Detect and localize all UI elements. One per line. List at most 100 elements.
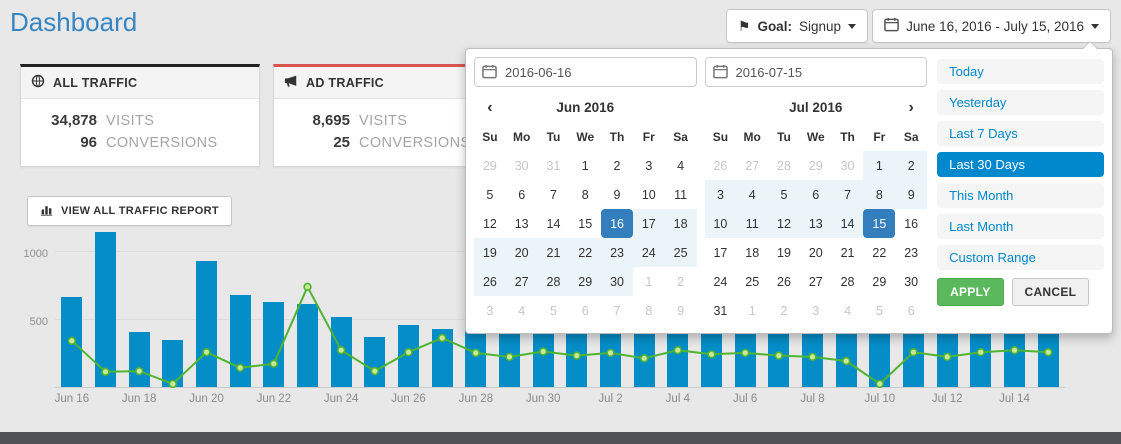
calendar-day[interactable]: 3 <box>812 303 820 318</box>
calendar-day[interactable]: 26 <box>474 267 506 296</box>
calendar-day[interactable]: 2 <box>895 151 928 180</box>
start-date-input[interactable] <box>474 57 697 87</box>
range-option-this-month[interactable]: This Month <box>937 183 1104 208</box>
calendar-day[interactable]: 16 <box>904 216 919 231</box>
calendar-day[interactable]: 4 <box>736 180 769 209</box>
calendar-day[interactable]: 6 <box>799 180 832 209</box>
calendar-day[interactable]: 1 <box>581 158 589 173</box>
calendar-day[interactable]: 27 <box>505 267 538 296</box>
prev-month-icon[interactable]: ‹ <box>487 98 493 116</box>
calendar-day[interactable]: 15 <box>578 216 593 231</box>
calendar-day[interactable]: 14 <box>831 209 864 238</box>
calendar-day[interactable]: 10 <box>704 209 737 238</box>
calendar-day[interactable]: 6 <box>907 303 915 318</box>
calendar-day[interactable]: 4 <box>844 303 852 318</box>
calendar-day[interactable]: 24 <box>713 274 728 289</box>
calendar-day[interactable]: 28 <box>777 158 791 173</box>
calendar-day[interactable]: 29 <box>569 267 602 296</box>
calendar-day[interactable]: 21 <box>840 245 855 260</box>
calendar-day[interactable]: 5 <box>768 180 800 209</box>
calendar-day[interactable]: 23 <box>601 238 633 267</box>
view-all-traffic-report-button[interactable]: VIEW ALL TRAFFIC REPORT <box>27 196 232 226</box>
calendar-day[interactable]: 31 <box>713 303 728 318</box>
calendar-day[interactable]: 3 <box>645 158 653 173</box>
calendar-day[interactable]: 29 <box>808 158 823 173</box>
calendar-day[interactable]: 4 <box>677 158 685 173</box>
cancel-button[interactable]: CANCEL <box>1011 278 1090 306</box>
calendar-day[interactable]: 13 <box>799 209 832 238</box>
calendar-day[interactable]: 17 <box>713 245 728 260</box>
calendar-day[interactable]: 19 <box>474 238 506 267</box>
calendar-day[interactable]: 24 <box>632 238 665 267</box>
calendar-day[interactable]: 1 <box>748 303 756 318</box>
calendar-day[interactable]: 5 <box>549 303 557 318</box>
calendar-day[interactable]: 1 <box>645 274 653 289</box>
calendar-day[interactable]: 19 <box>777 245 791 260</box>
calendar-day[interactable]: 17 <box>632 209 665 238</box>
calendar-day[interactable]: 15 <box>863 209 896 238</box>
calendar-day[interactable]: 9 <box>895 180 928 209</box>
calendar-day[interactable]: 26 <box>713 158 728 173</box>
calendar-day[interactable]: 7 <box>549 187 557 202</box>
calendar-day[interactable]: 23 <box>904 245 919 260</box>
calendar-day[interactable]: 11 <box>674 187 688 202</box>
calendar-day[interactable]: 22 <box>569 238 602 267</box>
calendar-day[interactable]: 18 <box>664 209 697 238</box>
calendar-day[interactable]: 3 <box>486 303 494 318</box>
calendar-day[interactable]: 5 <box>875 303 883 318</box>
calendar-day[interactable]: 7 <box>613 303 621 318</box>
calendar-day[interactable]: 13 <box>514 216 529 231</box>
calendar-day[interactable]: 20 <box>808 245 823 260</box>
calendar-day[interactable]: 12 <box>482 216 497 231</box>
goal-button[interactable]: ⚑ Goal: Signup <box>725 9 868 43</box>
range-option-today[interactable]: Today <box>937 59 1104 84</box>
next-month-icon[interactable]: › <box>908 98 914 116</box>
calendar-day[interactable]: 30 <box>601 267 633 296</box>
calendar-day[interactable]: 6 <box>518 187 526 202</box>
calendar-day[interactable]: 26 <box>777 274 791 289</box>
calendar-day[interactable]: 18 <box>745 245 760 260</box>
calendar-day[interactable]: 20 <box>505 238 538 267</box>
calendar-day[interactable]: 28 <box>537 267 570 296</box>
calendar-day[interactable]: 22 <box>872 245 887 260</box>
calendar-day[interactable]: 8 <box>581 187 589 202</box>
daterange-button[interactable]: June 16, 2016 - July 15, 2016 <box>872 9 1111 43</box>
calendar-day[interactable]: 8 <box>645 303 653 318</box>
calendar-day[interactable]: 4 <box>518 303 526 318</box>
calendar-day[interactable]: 7 <box>831 180 864 209</box>
calendar-day[interactable]: 9 <box>677 303 685 318</box>
calendar-day[interactable]: 30 <box>840 158 855 173</box>
calendar-day[interactable]: 2 <box>613 158 621 173</box>
calendar-day[interactable]: 27 <box>745 158 760 173</box>
calendar-day[interactable]: 16 <box>601 209 633 238</box>
calendar-day[interactable]: 29 <box>482 158 497 173</box>
calendar-day[interactable]: 30 <box>904 274 919 289</box>
calendar-day[interactable]: 28 <box>840 274 855 289</box>
range-option-yesterday[interactable]: Yesterday <box>937 90 1104 115</box>
calendar-day[interactable]: 6 <box>581 303 589 318</box>
calendar-day[interactable]: 12 <box>768 209 800 238</box>
apply-button[interactable]: APPLY <box>937 278 1004 306</box>
calendar-day[interactable]: 9 <box>613 187 621 202</box>
range-option-custom-range[interactable]: Custom Range <box>937 245 1104 270</box>
calendar-day[interactable]: 11 <box>736 209 769 238</box>
calendar-day[interactable]: 14 <box>546 216 561 231</box>
calendar-day[interactable]: 21 <box>537 238 570 267</box>
calendar-day[interactable]: 30 <box>514 158 529 173</box>
calendar-day[interactable]: 25 <box>664 238 697 267</box>
calendar-day[interactable]: 1 <box>863 151 896 180</box>
range-option-last-7-days[interactable]: Last 7 Days <box>937 121 1104 146</box>
calendar-day[interactable]: 2 <box>780 303 788 318</box>
calendar-day[interactable]: 2 <box>677 274 685 289</box>
calendar-day[interactable]: 25 <box>745 274 760 289</box>
calendar-day[interactable]: 31 <box>546 158 561 173</box>
range-option-last-30-days[interactable]: Last 30 Days <box>937 152 1104 177</box>
calendar-day[interactable]: 3 <box>704 180 737 209</box>
calendar-day[interactable]: 5 <box>486 187 494 202</box>
end-date-input[interactable] <box>704 57 928 87</box>
calendar-day[interactable]: 8 <box>863 180 896 209</box>
range-option-last-month[interactable]: Last Month <box>937 214 1104 239</box>
calendar-day[interactable]: 27 <box>808 274 823 289</box>
calendar-day[interactable]: 29 <box>872 274 887 289</box>
calendar-day[interactable]: 10 <box>641 187 656 202</box>
